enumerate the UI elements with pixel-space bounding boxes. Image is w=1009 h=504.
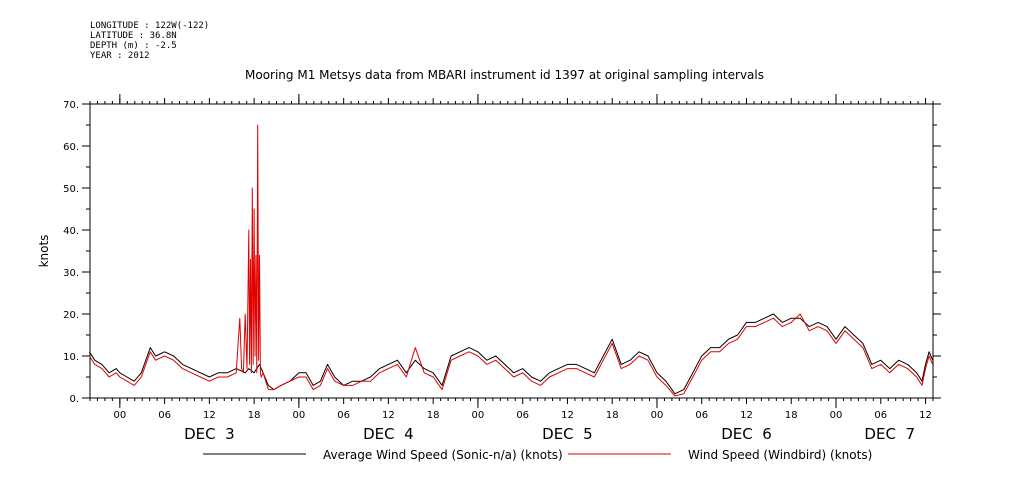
legend-label-windbird: Wind Speed (Windbird) (knots) — [688, 448, 872, 462]
y-tick-label: 70. — [63, 100, 79, 111]
x-tick-label: 18 — [785, 410, 798, 421]
y-tick-label: 60. — [63, 142, 79, 153]
metadata-block: LONGITUDE : 122W(-122) LATITUDE : 36.8N … — [90, 21, 209, 61]
y-tick-label: 30. — [63, 268, 79, 279]
y-axis: 0. 10. 20. 30. 40. 50. 60. 70. — [63, 100, 941, 405]
series-average-wind-speed — [88, 313, 934, 395]
x-tick-label: 18 — [248, 410, 261, 421]
y-axis-label: knots — [37, 235, 51, 268]
x-tick-label: 12 — [740, 410, 753, 421]
x-tick-label: 12 — [919, 410, 932, 421]
x-tick-label: 06 — [516, 410, 529, 421]
y-tick-label: 10. — [63, 352, 79, 363]
x-tick-label: 06 — [874, 410, 887, 421]
x-tick-label: 00 — [830, 410, 843, 421]
x-tick-label: 12 — [382, 410, 395, 421]
series-windbird-wind-speed — [88, 124, 934, 397]
x-tick-label: 06 — [337, 410, 350, 421]
x-day-label: DEC 4 — [363, 425, 414, 443]
y-tick-label: 0. — [69, 394, 79, 405]
x-day-label: DEC 3 — [184, 425, 235, 443]
x-tick-label: 00 — [293, 410, 306, 421]
series-layer — [88, 124, 934, 397]
meta-longitude: LONGITUDE : 122W(-122) — [90, 21, 210, 31]
meta-latitude: LATITUDE : 36.8N — [90, 31, 177, 41]
x-tick-label: 18 — [427, 410, 440, 421]
chart-title: Mooring M1 Metsys data from MBARI instru… — [245, 68, 764, 82]
y-tick-label: 50. — [63, 184, 79, 195]
meta-depth: DEPTH (m) : -2.5 — [90, 41, 177, 51]
x-tick-label: 12 — [203, 410, 216, 421]
legend-label-average: Average Wind Speed (Sonic-n/a) (knots) — [323, 448, 563, 462]
x-tick-label: 00 — [651, 410, 664, 421]
y-tick-label: 40. — [63, 226, 79, 237]
x-day-label: DEC 6 — [721, 425, 772, 443]
legend: Average Wind Speed (Sonic-n/a) (knots) W… — [203, 448, 872, 462]
x-tick-label: 00 — [472, 410, 485, 421]
x-day-label: DEC 7 — [864, 425, 915, 443]
x-tick-label: 06 — [158, 410, 171, 421]
x-axis: 00 06 12 18 00 06 12 18 00 06 12 18 00 06 12 18 00 06 12 DE… — [89, 94, 934, 443]
x-tick-label: 00 — [113, 410, 126, 421]
meta-year: YEAR : 2012 — [90, 51, 150, 61]
x-tick-label: 06 — [695, 410, 708, 421]
x-day-label: DEC 5 — [542, 425, 593, 443]
x-tick-label: 12 — [561, 410, 574, 421]
y-tick-label: 20. — [63, 310, 79, 321]
x-tick-label: 18 — [606, 410, 619, 421]
plot-frame — [89, 103, 934, 399]
